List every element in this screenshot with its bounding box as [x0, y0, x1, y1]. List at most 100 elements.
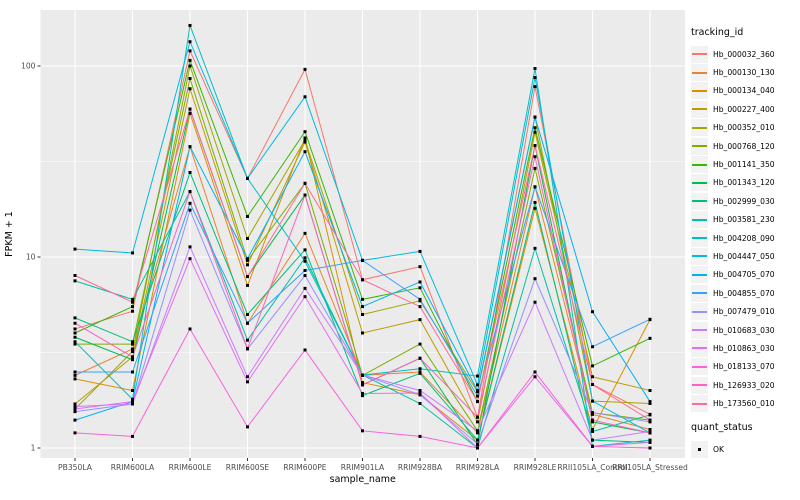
data-point: [591, 399, 594, 403]
data-point: [246, 258, 249, 262]
legend-item-label: Hb_001343_120: [713, 178, 775, 188]
legend-key-line-icon: [692, 347, 707, 350]
data-point: [246, 257, 249, 261]
data-point: [303, 256, 307, 260]
legend-item-Hb_004208_090: Hb_004208_090: [691, 229, 799, 247]
data-point: [73, 431, 77, 435]
legend-item-label: Hb_000134_040: [713, 86, 775, 96]
data-point: [131, 309, 134, 313]
data-point: [533, 246, 537, 250]
data-point: [476, 400, 479, 404]
legend-key-line-icon: [692, 237, 707, 240]
legend-title-tracking-id: tracking_id: [691, 27, 744, 38]
data-point: [188, 257, 192, 261]
data-point: [418, 286, 422, 290]
legend-key-line-icon: [692, 365, 707, 368]
data-point: [246, 425, 249, 429]
data-point: [188, 245, 192, 249]
data-point: [303, 231, 307, 235]
data-point: [591, 420, 594, 424]
data-point: [361, 305, 364, 309]
data-point: [73, 331, 77, 335]
data-point: [131, 347, 134, 351]
legend-item-Hb_000032_360: Hb_000032_360: [691, 45, 799, 63]
data-point: [648, 438, 652, 442]
data-point: [131, 297, 134, 301]
data-point: [591, 412, 594, 416]
data-point: [533, 277, 537, 281]
legend-item-label: Hb_007479_010: [713, 307, 775, 317]
legend-key-line-icon: [692, 292, 707, 295]
legend-key-swatch: [691, 247, 708, 265]
legend-item-Hb_000227_400: Hb_000227_400: [691, 100, 799, 118]
legend-item-Hb_010863_030: Hb_010863_030: [691, 339, 799, 357]
data-point: [131, 434, 134, 438]
data-point: [131, 355, 134, 359]
data-point: [533, 130, 537, 134]
data-point: [246, 275, 249, 279]
data-point: [533, 76, 537, 80]
x-tick-label: RRIM928LE: [514, 463, 557, 472]
data-point: [476, 383, 479, 387]
legend-key-line-icon: [692, 384, 707, 387]
legend-item-Hb_007479_010: Hb_007479_010: [691, 302, 799, 321]
data-point: [591, 375, 594, 379]
data-point: [73, 335, 77, 339]
data-point: [131, 400, 134, 404]
data-point: [73, 342, 77, 346]
legend-item-Hb_173560_010: Hb_173560_010: [691, 394, 799, 413]
legend-key-swatch: [691, 339, 708, 357]
legend-item-label: Hb_000032_360: [713, 49, 775, 59]
y-tick-label: 100: [21, 62, 36, 71]
legend-item-label: Hb_126933_020: [713, 380, 775, 390]
legend-title-quant-status: quant_status: [691, 421, 753, 433]
data-point: [476, 420, 479, 424]
legend-key-line-icon: [692, 200, 707, 203]
data-point: [73, 316, 77, 320]
data-point: [303, 286, 307, 290]
data-point: [361, 391, 364, 395]
data-point: [476, 429, 479, 433]
data-point: [533, 144, 537, 148]
data-point: [476, 374, 479, 378]
x-tick-label: RRIM901LA: [341, 463, 385, 472]
data-point: [131, 402, 134, 406]
data-point: [303, 193, 307, 197]
legend-key-swatch: [691, 192, 708, 210]
legend-key-line-icon: [692, 255, 707, 258]
legend-key-swatch: [691, 174, 708, 192]
legend-item-label: Hb_004208_090: [713, 233, 775, 243]
legend-item-label: Hb_000768_120: [713, 141, 775, 151]
data-point: [73, 370, 77, 374]
data-point: [303, 274, 307, 278]
legend-item-label: Hb_010863_030: [713, 343, 775, 353]
data-point: [361, 383, 364, 387]
data-point: [533, 126, 537, 130]
data-point: [246, 236, 249, 240]
data-point: [73, 247, 77, 251]
data-point: [131, 251, 134, 255]
data-point: [418, 297, 422, 301]
data-point: [648, 431, 652, 435]
data-point: [303, 268, 307, 272]
legend-item-Hb_000768_120: Hb_000768_120: [691, 137, 799, 155]
legend-key-swatch: [691, 376, 708, 394]
legend-key-line-icon: [692, 163, 707, 166]
y-axis-title: FPKM + 1: [4, 211, 15, 257]
data-point: [591, 364, 594, 368]
data-point: [418, 356, 422, 360]
data-point: [73, 279, 77, 283]
data-point: [303, 248, 307, 252]
data-point: [303, 348, 307, 352]
x-tick-label: RRIM600LA: [111, 463, 155, 472]
data-point: [591, 418, 594, 422]
legend-key-swatch: [691, 395, 708, 413]
data-point: [73, 410, 77, 414]
data-point: [188, 87, 192, 91]
data-point: [246, 263, 249, 267]
data-point: [188, 58, 192, 62]
legend-key-swatch: [691, 45, 708, 63]
legend-item-label: Hb_000352_010: [713, 123, 775, 133]
data-point: [188, 145, 192, 149]
